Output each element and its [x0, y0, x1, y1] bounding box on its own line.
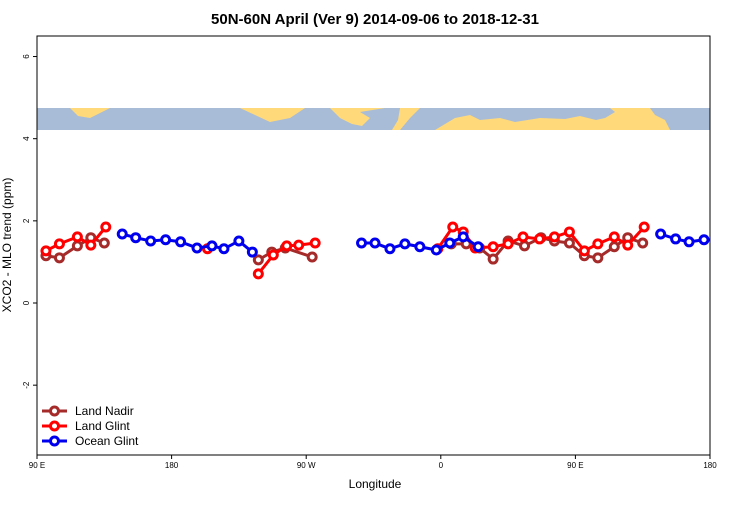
data-point — [384, 243, 396, 255]
data-point — [487, 253, 499, 265]
y-axis-label: XCO2 - MLO trend (ppm) — [0, 178, 14, 313]
data-point — [608, 241, 620, 253]
data-point — [655, 228, 667, 240]
data-point — [71, 231, 83, 243]
data-point — [608, 231, 620, 243]
data-point — [252, 268, 264, 280]
x-tick-label: 0 — [439, 461, 444, 470]
data-point — [622, 239, 634, 251]
data-point — [502, 238, 514, 250]
legend-marker — [49, 435, 60, 447]
data-point — [206, 240, 218, 252]
data-point — [457, 231, 469, 243]
data-point — [293, 239, 305, 251]
data-point — [534, 233, 546, 245]
x-tick-label: 90 E — [567, 461, 583, 470]
x-tick-label: 180 — [703, 461, 717, 470]
data-point — [116, 228, 128, 240]
data-point — [519, 240, 531, 252]
data-point — [369, 237, 381, 249]
legend-label: Ocean Glint — [75, 434, 139, 448]
data-point — [85, 239, 97, 251]
data-point — [53, 252, 65, 264]
data-point — [548, 231, 560, 243]
data-point — [191, 242, 203, 254]
data-point — [637, 237, 649, 249]
data-point — [175, 236, 187, 248]
x-axis-label: Longitude — [349, 477, 402, 491]
data-point — [130, 232, 142, 244]
data-point — [472, 241, 484, 253]
data-point — [98, 237, 110, 249]
data-point — [670, 233, 682, 245]
data-point — [698, 234, 710, 246]
data-point — [160, 234, 172, 246]
data-point — [414, 241, 426, 253]
plot-frame — [36, 35, 711, 456]
data-point — [638, 221, 650, 233]
data-point — [517, 231, 529, 243]
data-point — [100, 221, 112, 233]
data-point — [145, 235, 157, 247]
data-point — [592, 252, 604, 264]
x-tick-label: 90 E — [29, 461, 45, 470]
data-point — [53, 238, 65, 250]
x-tick-label: 180 — [165, 461, 179, 470]
legend-marker — [49, 420, 60, 432]
x-tick-label: 90 W — [297, 461, 316, 470]
map-strip — [37, 108, 710, 130]
data-point — [71, 240, 83, 252]
data-point — [267, 249, 279, 261]
data-point — [218, 243, 230, 255]
data-point — [252, 254, 264, 266]
data-point — [444, 237, 456, 249]
data-point — [246, 246, 258, 258]
y-tick-label: 6 — [22, 54, 31, 59]
data-point — [233, 235, 245, 247]
data-point — [306, 251, 318, 263]
data-point — [399, 238, 411, 250]
data-point — [683, 236, 695, 248]
data-point — [430, 244, 442, 256]
data-point — [563, 237, 575, 249]
y-tick-label: 0 — [22, 300, 31, 305]
y-tick-label: 4 — [22, 136, 31, 141]
data-point — [578, 245, 590, 257]
data-point — [309, 237, 321, 249]
data-point — [40, 245, 52, 257]
legend-label: Land Glint — [75, 419, 130, 433]
data-point — [281, 240, 293, 252]
data-point — [447, 221, 459, 233]
legend-marker — [49, 405, 60, 417]
data-point — [563, 226, 575, 238]
legend-label: Land Nadir — [75, 404, 134, 418]
data-point — [356, 237, 368, 249]
y-tick-label: -2 — [22, 381, 31, 389]
data-point — [487, 241, 499, 253]
data-point — [592, 238, 604, 250]
y-tick-label: 2 — [22, 218, 31, 223]
chart-title: 50N-60N April (Ver 9) 2014-09-06 to 2018… — [211, 11, 539, 28]
